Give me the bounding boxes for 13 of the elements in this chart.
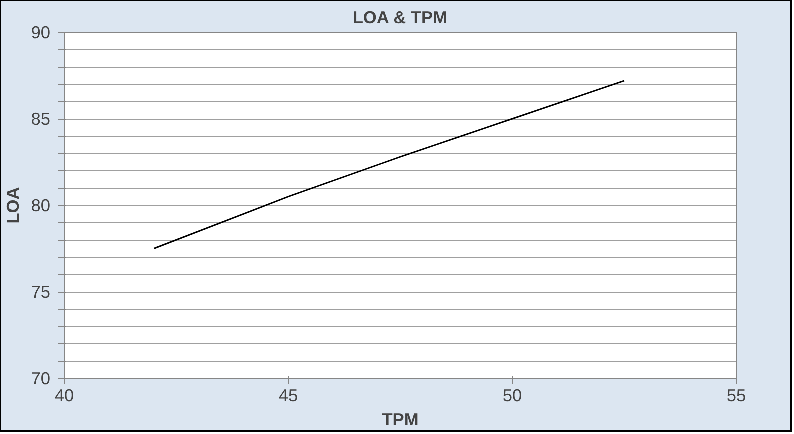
y-tick-label: 85 (31, 109, 51, 129)
line-series (153, 80, 626, 250)
y-tick-label: 75 (31, 282, 51, 302)
chart-title: LOA & TPM (352, 8, 448, 28)
y-tick-label: 90 (31, 22, 51, 42)
x-tick-label: 40 (54, 386, 74, 406)
x-tick-label: 45 (278, 386, 298, 406)
x-axis-title: TPM (382, 410, 419, 430)
x-tick-label: 50 (502, 386, 522, 406)
y-tick-label: 70 (31, 368, 51, 388)
y-axis-title: LOA (3, 186, 24, 224)
y-tick-label: 80 (31, 196, 51, 216)
x-tick-label: 55 (726, 386, 746, 406)
